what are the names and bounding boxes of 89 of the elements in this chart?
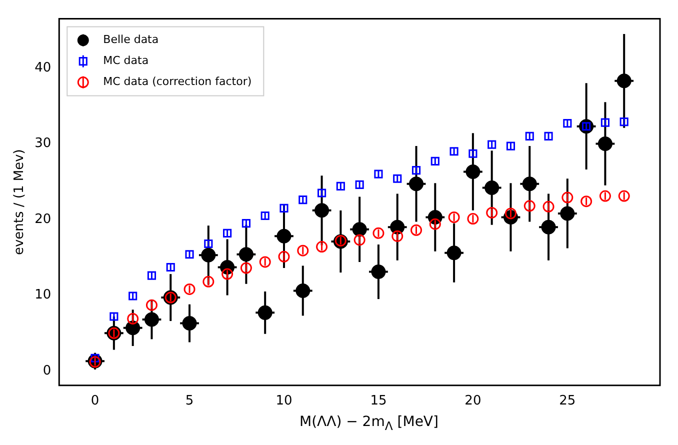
y-tick-label: 10 [34,288,52,303]
point [144,312,159,327]
x-tick-label: 20 [464,394,482,409]
point [448,212,460,223]
point [298,196,308,204]
x-axis-title: M(ΛΛ) − 2m$_{Λ}$ [MeV] [298,413,440,435]
point [128,292,138,300]
point [429,218,441,230]
point [355,180,364,189]
point [276,228,292,244]
point [201,248,216,262]
point [242,219,250,228]
point [392,230,404,242]
point [412,166,421,175]
point [446,246,462,260]
point [506,142,516,150]
x-tick-label: 0 [90,394,100,409]
point [110,312,118,321]
point [522,176,537,192]
point [126,320,140,336]
point [390,220,405,234]
point [484,180,500,195]
x-tick-label: 10 [276,394,292,409]
point [297,244,309,256]
point [393,174,402,183]
x-tick-label: 25 [559,394,576,409]
point [146,299,158,311]
point [259,256,271,268]
point [410,224,422,236]
x-tick-label: 15 [370,394,387,409]
y-tick-label: 20 [34,212,52,227]
y-tick-label: 40 [34,60,52,76]
point [560,206,575,221]
y-tick-label: 0 [42,363,52,378]
point [525,132,534,140]
point [409,176,424,192]
point [238,247,254,262]
point [450,147,458,156]
point [354,234,366,246]
point [620,118,628,126]
legend-label: Belle data [103,33,159,46]
point [371,264,386,280]
point [618,190,630,202]
point [544,132,553,140]
point [599,190,611,202]
point [616,74,632,88]
point [278,250,290,262]
point [317,188,326,198]
point [223,228,232,238]
legend-label: MC data (correction factor) [103,75,252,88]
point [580,196,592,208]
point [468,149,478,158]
point [182,316,197,331]
point [430,156,440,166]
point [542,200,554,212]
point [524,200,536,212]
point [352,222,367,237]
point [600,118,610,127]
point [296,283,310,298]
x-tick-label: 5 [185,394,194,409]
point [258,305,272,320]
point [374,170,383,178]
point [467,213,479,225]
point [147,271,156,280]
point [204,239,213,248]
point [598,136,612,152]
point [202,276,214,288]
point [280,204,288,212]
point [488,140,496,149]
point [316,241,328,253]
y-axis-title: events / (1 Mev) [12,149,28,256]
point [260,211,270,220]
point [336,182,345,190]
point [314,203,330,218]
point [127,312,139,324]
point [563,119,572,128]
point [372,227,384,239]
point [504,208,516,220]
point [562,192,574,204]
point [541,220,556,234]
y-tick-label: 30 [34,136,52,152]
point [222,268,234,280]
legend-label: MC data [103,54,149,68]
point [240,262,252,274]
point [185,250,194,259]
point [184,283,196,295]
point [486,206,498,218]
point [466,164,480,180]
point [166,262,175,272]
